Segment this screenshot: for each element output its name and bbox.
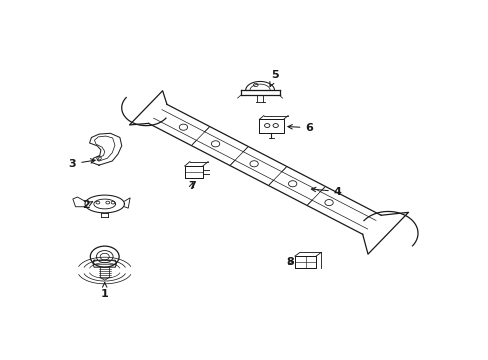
Text: 8: 8 [286, 257, 294, 267]
Text: 5: 5 [269, 70, 279, 86]
Text: 7: 7 [187, 181, 195, 191]
Text: 4: 4 [311, 186, 341, 197]
Text: 2: 2 [81, 201, 92, 210]
Text: 3: 3 [68, 159, 95, 169]
Text: 1: 1 [101, 283, 108, 299]
Text: 6: 6 [287, 123, 313, 133]
